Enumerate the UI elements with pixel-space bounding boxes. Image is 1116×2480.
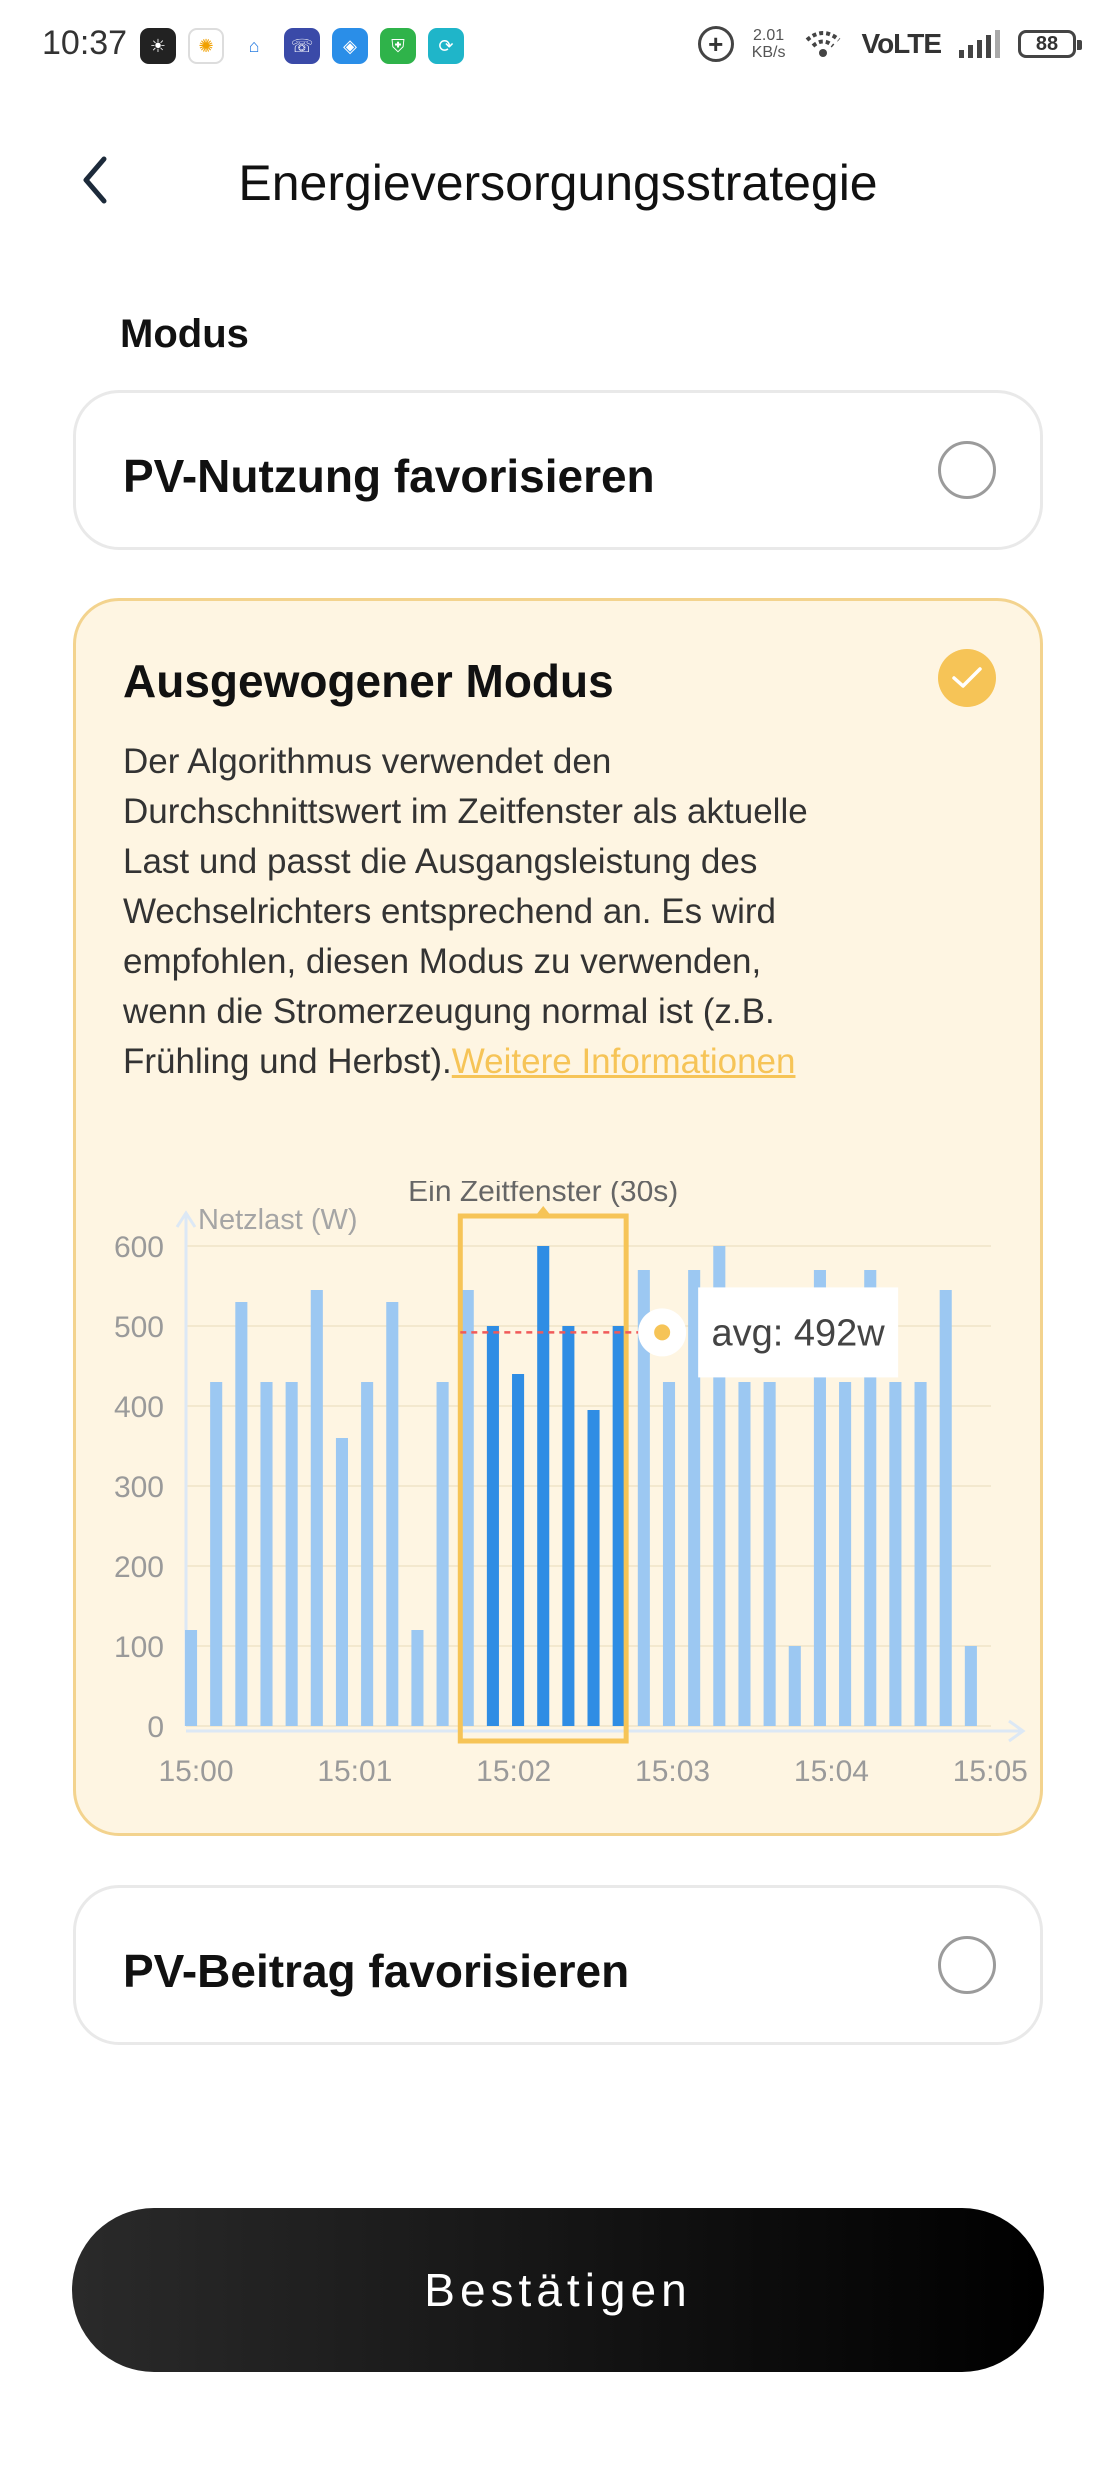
checkmark-icon xyxy=(952,667,982,688)
net-speed: 2.01 KB/s xyxy=(752,27,786,61)
avg-point xyxy=(654,1324,671,1341)
y-tick-label: 400 xyxy=(114,1391,164,1424)
mode-section-label: Modus xyxy=(120,312,249,356)
chart-bar xyxy=(914,1382,927,1726)
chart-bar xyxy=(939,1290,952,1726)
home-app-icon: ⌂ xyxy=(236,28,272,64)
chart-bar xyxy=(461,1290,474,1726)
chart-bar xyxy=(184,1630,198,1726)
y-tick-label: 200 xyxy=(114,1551,164,1584)
option-card-pv-contribution[interactable]: PV-Beitrag favorisieren xyxy=(73,1885,1043,2045)
time-window-marker xyxy=(535,1206,552,1216)
chart-bar xyxy=(335,1438,349,1726)
sync-app-icon: ⟳ xyxy=(428,28,464,64)
chart-bar xyxy=(260,1382,273,1726)
chart-bar xyxy=(361,1382,374,1726)
y-axis-arrow xyxy=(175,1210,197,1228)
more-info-link[interactable]: Weitere Informationen xyxy=(451,1042,796,1081)
y-tick-label: 0 xyxy=(147,1711,164,1744)
wifi-icon xyxy=(806,31,841,57)
option-radio[interactable] xyxy=(938,1936,996,1994)
chart-bar xyxy=(889,1382,902,1726)
chart-bars xyxy=(184,1246,977,1726)
network-type: VoLTE xyxy=(861,28,942,59)
chart-labels: 600 500 400 300 200 100 0 Netzlast (W) 15:00 15:0… xyxy=(114,1181,1028,1788)
load-window-chart: 600 500 400 300 200 100 0 Netzlast (W) 15:00 15:0… xyxy=(114,1181,1028,1788)
chart-bar xyxy=(788,1646,801,1726)
chart-bar xyxy=(486,1326,499,1726)
status-indicators: + 2.01 KB/s VoLTE 88 xyxy=(697,26,1082,62)
chart-bar xyxy=(210,1382,223,1726)
chevron-left-icon xyxy=(83,156,107,204)
chart-bar xyxy=(864,1270,877,1726)
option-title: PV-Nutzung favorisieren xyxy=(123,450,655,502)
chart-bar xyxy=(537,1246,550,1726)
net-speed-unit: KB/s xyxy=(751,44,786,61)
chart-bar xyxy=(813,1270,826,1726)
x-tick-label: 15:01 xyxy=(317,1755,392,1788)
x-tick-label: 15:04 xyxy=(794,1755,869,1788)
avg-label: avg: 492w xyxy=(712,1312,886,1354)
chart-bar xyxy=(637,1270,650,1726)
confirm-button[interactable]: Bestätigen xyxy=(72,2208,1044,2372)
vpn-shield-icon: ⛨ xyxy=(380,28,416,64)
y-tick-label: 500 xyxy=(114,1311,164,1344)
status-time: 10:37 xyxy=(42,24,128,62)
battery-level: 88 xyxy=(1035,32,1059,55)
chart-bar xyxy=(411,1630,424,1726)
shield-app-icon: ◈ xyxy=(332,28,368,64)
chart-bar xyxy=(562,1326,575,1726)
chart-bar xyxy=(964,1646,977,1726)
y-axis-label: Netzlast (W) xyxy=(198,1204,358,1236)
chart-bar xyxy=(662,1382,676,1726)
x-tick-label: 15:00 xyxy=(158,1755,233,1788)
avg-label-box xyxy=(698,1287,899,1378)
option-card-pv-usage[interactable]: PV-Nutzung favorisieren xyxy=(73,390,1043,550)
x-axis-arrow xyxy=(1008,1719,1026,1743)
x-tick-label: 15:05 xyxy=(953,1755,1028,1788)
chart-bar xyxy=(738,1382,751,1726)
chart-bar xyxy=(587,1410,600,1726)
data-saver-icon: + xyxy=(697,26,734,62)
option-radio[interactable] xyxy=(938,441,996,499)
chart-bar xyxy=(688,1270,701,1726)
option-title: PV-Beitrag favorisieren xyxy=(123,1945,630,1997)
chart-bar xyxy=(285,1382,298,1726)
y-tick-label: 600 xyxy=(114,1231,164,1264)
chart-bar xyxy=(310,1290,323,1726)
chart-bar xyxy=(763,1382,776,1726)
page-title: Energieversorgungsstrategie xyxy=(238,155,878,211)
chart-bar xyxy=(512,1374,525,1726)
phone-shield-icon: ☏ xyxy=(284,28,320,64)
net-speed-value: 2.01 xyxy=(753,27,785,44)
chart-bar xyxy=(235,1302,248,1726)
chart-bar xyxy=(839,1382,852,1726)
option-card-balanced[interactable]: Ausgewogener Modus Der Algorithmus verwe… xyxy=(73,598,1043,1836)
x-tick-label: 15:02 xyxy=(476,1755,551,1788)
x-tick-label: 15:03 xyxy=(635,1755,710,1788)
status-bar: 10:37 ☀ ✺ ⌂ ☏ ◈ ⛨ ⟳ + 2.01 KB/s VoLTE 88 xyxy=(0,0,1116,100)
y-tick-label: 100 xyxy=(114,1631,164,1664)
notification-icons: ☀ ✺ ⌂ ☏ ◈ ⛨ ⟳ xyxy=(140,28,464,64)
chart-bar xyxy=(386,1302,399,1726)
option-description: Der Algorithmus verwendet den Durchschni… xyxy=(123,737,823,1087)
back-button[interactable] xyxy=(70,150,120,210)
option-radio-checked[interactable] xyxy=(938,649,996,707)
solar-app-icon: ✺ xyxy=(188,28,224,64)
option-title: Ausgewogener Modus xyxy=(123,655,614,707)
y-tick-label: 300 xyxy=(114,1471,164,1504)
time-window-label: Ein Zeitfenster (30s) xyxy=(408,1181,678,1208)
chart-bar xyxy=(612,1326,625,1726)
sunlit-app-icon: ☀ xyxy=(140,28,176,64)
battery-icon: 88 xyxy=(1018,30,1082,58)
signal-icon xyxy=(959,30,1000,58)
chart-bar xyxy=(436,1382,449,1726)
description-text: Der Algorithmus verwendet den Durchschni… xyxy=(123,742,808,1081)
chart-overlay: avg: 492w xyxy=(457,1206,899,1744)
